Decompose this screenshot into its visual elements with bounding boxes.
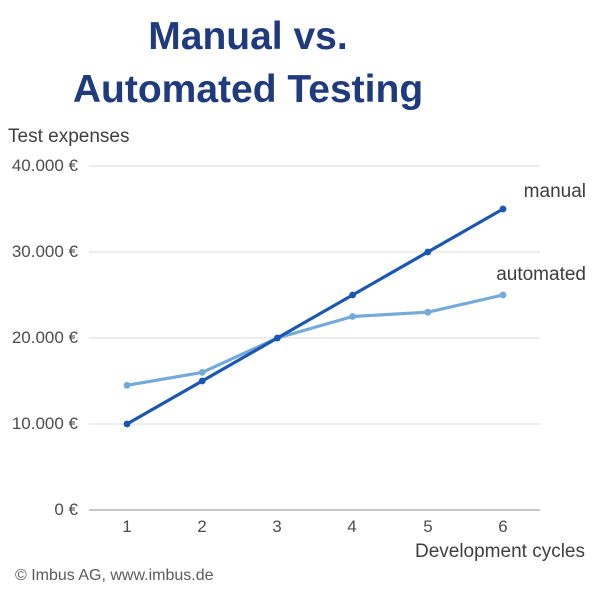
x-tick-label-4: 4	[347, 517, 357, 536]
x-tick-label-3: 3	[272, 517, 282, 536]
data-point-automated-6	[499, 291, 507, 299]
chart-title: Manual vs. Automated Testing	[0, 10, 496, 116]
y-tick-label-20000: 20.000 €	[11, 328, 78, 347]
y-axis-title: Test expenses	[8, 126, 130, 147]
chart-title-line-2: Automated Testing	[72, 68, 424, 111]
y-tick-label-40000: 40.000 €	[11, 156, 78, 175]
x-tick-label-1: 1	[122, 517, 132, 536]
line-series-manual	[125, 207, 505, 426]
data-point-manual-4	[349, 291, 356, 299]
data-point-automated-5	[424, 308, 432, 316]
data-point-automated-2	[198, 369, 206, 376]
data-point-manual-6	[499, 205, 507, 213]
data-point-manual-1	[123, 420, 131, 428]
data-point-automated-4	[349, 313, 356, 320]
x-tick-label-2: 2	[197, 517, 207, 536]
x-axis-title: Development cycles	[414, 541, 585, 562]
chart-title-line-1: Manual vs.	[148, 15, 348, 58]
data-point-automated-1	[123, 381, 131, 389]
copyright-note: © Imbus AG, www.imbus.de	[15, 567, 214, 584]
data-point-manual-2	[198, 377, 206, 385]
series-label-manual: manual	[523, 181, 586, 202]
x-tick-label-5: 5	[423, 517, 433, 536]
y-tick-label-10000: 10.000 €	[11, 414, 78, 433]
x-tick-label-6: 6	[498, 517, 508, 536]
y-tick-label-30000: 30.000 €	[11, 242, 78, 261]
data-point-manual-3	[274, 334, 281, 342]
series-label-automated: automated	[496, 264, 586, 285]
data-point-manual-5	[424, 248, 432, 256]
line-series-automated	[125, 293, 505, 387]
y-tick-label-0: 0 €	[54, 500, 78, 519]
